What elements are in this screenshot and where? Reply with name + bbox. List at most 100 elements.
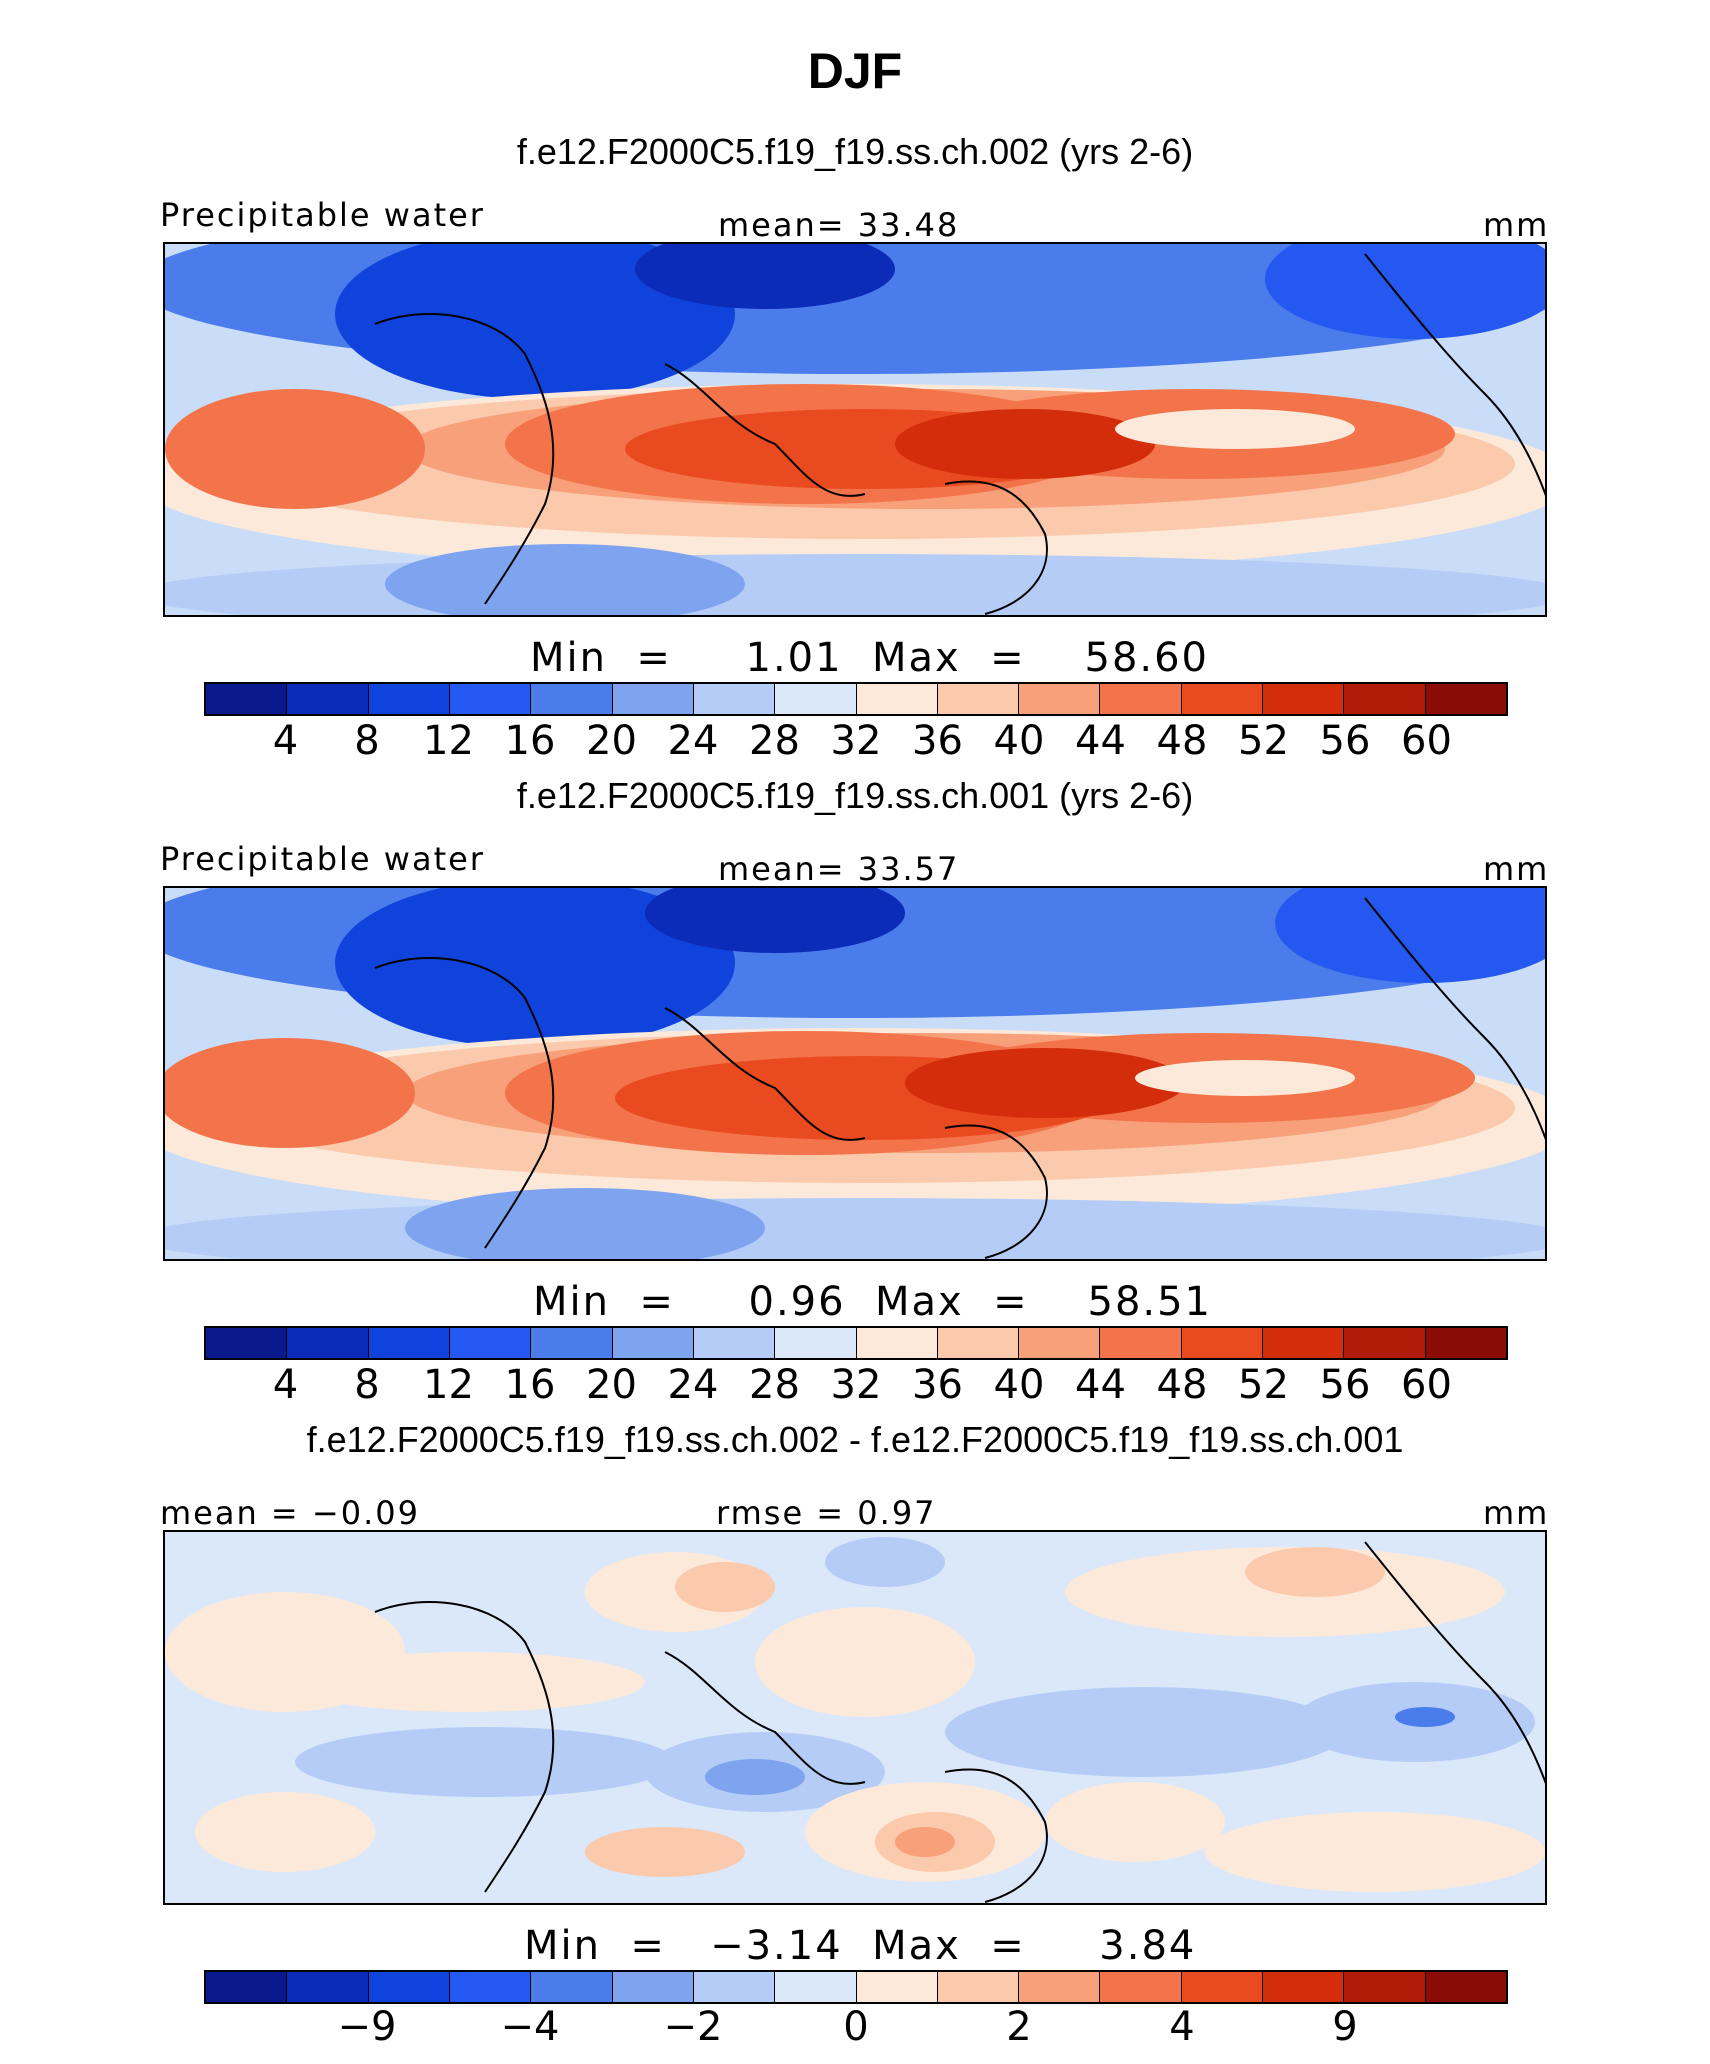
panel-3-contour-field (165, 1532, 1545, 1903)
panel-3-map (163, 1530, 1547, 1905)
panel-2-units-label: mm (1483, 850, 1550, 888)
colorbar-tick-label: 36 (912, 1362, 963, 1408)
colorbar-tick-label: 40 (993, 718, 1045, 764)
panel-3-colorbar (204, 1970, 1508, 2004)
colorbar-cell (856, 1972, 938, 2002)
colorbar-tick-label: −9 (337, 2004, 397, 2050)
colorbar-cell (1100, 1328, 1182, 1358)
panel-1-colorbar-ticks: 4 8 12 16 20 24 28 32 36 40 44 48 52 56 … (204, 718, 1508, 764)
colorbar-tick-label: 44 (1075, 1362, 1126, 1408)
colorbar-tick-label: 16 (504, 718, 556, 764)
colorbar-tick-label: 4 (272, 718, 299, 764)
colorbar-tick-label: 4 (1169, 2004, 1195, 2050)
colorbar-cell (1100, 684, 1182, 714)
colorbar-cell (206, 1328, 288, 1358)
panel-2-variable-label: Precipitable water (160, 840, 485, 878)
panel-2-map (163, 886, 1547, 1261)
panel-1-mean-label: mean= 33.48 (718, 206, 960, 244)
colorbar-cell (937, 684, 1020, 714)
colorbar-cell (775, 1328, 857, 1358)
colorbar-cell (1425, 684, 1506, 714)
colorbar-cell (449, 1328, 532, 1358)
panel-2-contour-field (165, 888, 1545, 1259)
panel-1-variable-label: Precipitable water (160, 196, 485, 234)
colorbar-cell (206, 1972, 288, 2002)
colorbar-tick-label: 56 (1319, 718, 1371, 764)
colorbar-cell (775, 684, 857, 714)
panel-2-minmax-label: Min = 0.96 Max = 58.51 (533, 1279, 1212, 1325)
colorbar-cell (937, 1328, 1020, 1358)
colorbar-cell (1263, 1328, 1345, 1358)
colorbar-tick-label: 28 (749, 718, 800, 764)
colorbar-tick-label: −4 (500, 2004, 560, 2050)
colorbar-cell (1100, 1972, 1182, 2002)
panel-1-minmax-label: Min = 1.01 Max = 58.60 (530, 635, 1209, 681)
colorbar-cell (693, 684, 776, 714)
colorbar-tick-label: 9 (1332, 2004, 1358, 2050)
colorbar-cell (1019, 1972, 1101, 2002)
colorbar-cell (612, 1972, 694, 2002)
colorbar-cell (612, 1328, 694, 1358)
colorbar-cell (287, 684, 369, 714)
panel-1-case-title: f.e12.F2000C5.f19_f19.ss.ch.002 (yrs 2-6… (516, 131, 1194, 172)
panel-1-colorbar (204, 682, 1508, 716)
panel-3-mean-label: mean = −0.09 (160, 1494, 420, 1532)
colorbar-cell (1263, 1972, 1345, 2002)
colorbar-cell (1019, 1328, 1101, 1358)
colorbar-tick-label: 32 (830, 718, 882, 764)
colorbar-cell (1425, 1328, 1506, 1358)
colorbar-tick-label: 56 (1319, 1362, 1371, 1408)
colorbar-tick-label: 52 (1238, 718, 1289, 764)
colorbar-cell (368, 684, 450, 714)
colorbar-cell (368, 1972, 450, 2002)
colorbar-tick-label: 44 (1075, 718, 1126, 764)
colorbar-cell (1344, 684, 1426, 714)
colorbar-tick-label: 0 (843, 2004, 869, 2050)
colorbar-cell (1425, 1972, 1506, 2002)
colorbar-tick-label: 2 (1006, 2004, 1032, 2050)
colorbar-tick-label: 16 (504, 1362, 556, 1408)
colorbar-cell (693, 1328, 776, 1358)
panel-3-rmse-label: rmse = 0.97 (716, 1494, 937, 1532)
colorbar-cell (856, 684, 938, 714)
colorbar-tick-label: 36 (912, 718, 963, 764)
colorbar-tick-label: 24 (667, 718, 719, 764)
panel-2-case-title: f.e12.F2000C5.f19_f19.ss.ch.001 (yrs 2-6… (516, 775, 1194, 816)
colorbar-tick-label: 60 (1401, 1362, 1452, 1408)
colorbar-tick-label: 24 (667, 1362, 719, 1408)
panel-1-units-label: mm (1483, 206, 1550, 244)
colorbar-cell (531, 1972, 613, 2002)
colorbar-tick-label: 8 (354, 1362, 380, 1408)
colorbar-tick-label: 60 (1401, 718, 1452, 764)
colorbar-tick-label: 28 (749, 1362, 800, 1408)
colorbar-cell (531, 684, 613, 714)
colorbar-tick-label: −2 (663, 2004, 723, 2050)
colorbar-cell (1344, 1972, 1426, 2002)
colorbar-tick-label: 12 (423, 1362, 474, 1408)
panel-2-colorbar-ticks: 4 8 12 16 20 24 28 32 36 40 44 48 52 56 … (204, 1362, 1508, 1408)
colorbar-cell (1181, 1972, 1264, 2002)
colorbar-cell (1263, 684, 1345, 714)
colorbar-tick-label: 12 (423, 718, 474, 764)
colorbar-tick-label: 40 (993, 1362, 1045, 1408)
colorbar-tick-label: 48 (1156, 718, 1208, 764)
colorbar-cell (1181, 1328, 1264, 1358)
panel-3-units-label: mm (1483, 1494, 1550, 1532)
panel-1-map (163, 242, 1547, 617)
colorbar-cell (612, 684, 694, 714)
colorbar-cell (775, 1972, 857, 2002)
colorbar-tick-label: 52 (1238, 1362, 1289, 1408)
colorbar-tick-label: 4 (272, 1362, 299, 1408)
colorbar-tick-label: 48 (1156, 1362, 1208, 1408)
colorbar-cell (449, 684, 532, 714)
figure-title: DJF (807, 43, 903, 99)
panel-3-colorbar-ticks: −9 −4 −2 0 2 4 9 (204, 2004, 1508, 2050)
panel-1-contour-field (165, 244, 1545, 615)
colorbar-cell (1344, 1328, 1426, 1358)
colorbar-cell (531, 1328, 613, 1358)
colorbar-cell (449, 1972, 532, 2002)
colorbar-tick-label: 20 (586, 718, 637, 764)
colorbar-cell (937, 1972, 1020, 2002)
colorbar-cell (693, 1972, 776, 2002)
panel-3-minmax-label: Min = −3.14 Max = 3.84 (524, 1923, 1197, 1969)
